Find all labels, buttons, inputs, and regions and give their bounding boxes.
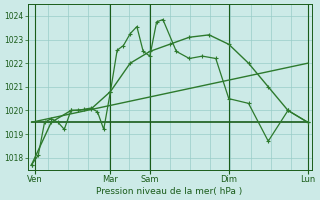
X-axis label: Pression niveau de la mer( hPa ): Pression niveau de la mer( hPa ) xyxy=(97,187,243,196)
